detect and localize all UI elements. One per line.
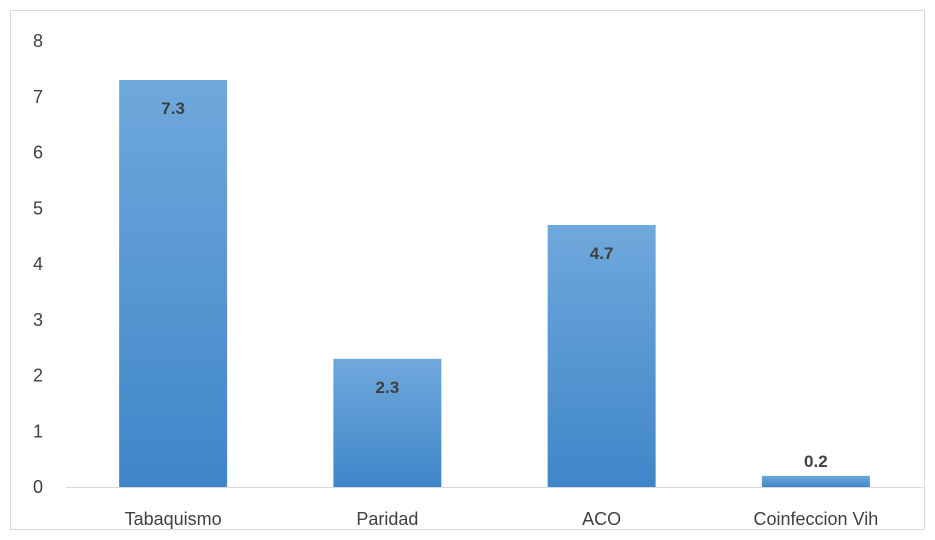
y-tick-label: 6 [33,143,43,163]
bar-chart: 0 1 2 3 4 5 6 7 8 7.3 2.3 4.7 0.2 Tabaquismo Paridad… [33,31,923,529]
x-category-label: Paridad [356,509,418,529]
x-axis-labels: Tabaquismo Paridad ACO Coinfeccion Vih [125,509,879,529]
data-label: 2.3 [376,378,400,397]
x-category-label: Coinfeccion Vih [754,509,879,529]
y-tick-label: 1 [33,421,43,441]
bars-group [119,80,870,488]
bar-paridad [333,358,442,487]
data-label: 0.2 [804,452,828,471]
data-labels-group: 7.3 2.3 4.7 0.2 [161,99,827,471]
x-category-label: Tabaquismo [125,509,222,529]
data-label: 4.7 [590,244,614,263]
y-tick-label: 8 [33,31,43,51]
y-tick-label: 2 [33,366,43,386]
bar-aco [547,224,656,487]
y-tick-label: 4 [33,254,43,274]
y-tick-label: 5 [33,198,43,218]
x-category-label: ACO [582,509,621,529]
bar-coinfeccion-vih [761,475,870,487]
bar-tabaquismo [119,80,228,488]
data-label: 7.3 [161,99,185,118]
y-tick-label: 0 [33,477,43,497]
chart-frame: 0 1 2 3 4 5 6 7 8 7.3 2.3 4.7 0.2 Tabaquismo Paridad… [10,10,925,530]
y-tick-label: 7 [33,87,43,107]
y-tick-label: 3 [33,310,43,330]
y-axis-labels: 0 1 2 3 4 5 6 7 8 [33,31,43,497]
